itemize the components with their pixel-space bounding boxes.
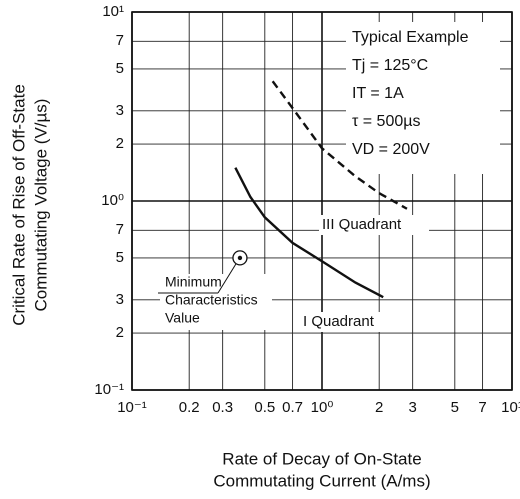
y-axis-label: Commutating Voltage (V/µs) — [31, 99, 50, 312]
x-tick-label: 0.5 — [254, 399, 275, 416]
y-axis-label: Critical Rate of Rise of Off-State — [9, 84, 28, 326]
series-line — [271, 80, 408, 210]
x-tick-label: 10¹ — [501, 399, 520, 416]
y-tick-label: 3 — [116, 291, 124, 308]
y-tick-label: 10⁻¹ — [94, 381, 124, 398]
series-label: III Quadrant — [322, 216, 402, 233]
x-tick-label: 7 — [478, 399, 486, 416]
annotation: IT = 1A — [352, 85, 404, 102]
label-bg — [319, 215, 429, 235]
x-axis-label: Rate of Decay of On-State — [222, 449, 421, 468]
series-label: I Quadrant — [303, 313, 375, 330]
marker-dot — [237, 255, 243, 261]
y-tick-label: 7 — [116, 32, 124, 49]
y-tick-label: 2 — [116, 324, 124, 341]
annotation-box — [346, 22, 500, 174]
y-tick-label: 7 — [116, 221, 124, 238]
marker-label: Minimum — [165, 274, 222, 290]
x-tick-label: 3 — [408, 399, 416, 416]
plot-frame — [131, 11, 513, 391]
leader — [217, 263, 237, 294]
annotation: VD = 200V — [352, 141, 430, 158]
annotation: τ = 500µs — [352, 113, 420, 130]
series-line — [234, 167, 384, 299]
y-tick-label: 2 — [116, 135, 124, 152]
x-axis-label: Commutating Current (A/ms) — [213, 471, 430, 490]
label-bg — [300, 312, 410, 332]
y-tick-label: 5 — [116, 249, 124, 266]
annotation: Typical Example — [352, 29, 469, 46]
y-tick-label: 3 — [116, 102, 124, 119]
y-tick-label: 10⁰ — [101, 192, 124, 209]
x-tick-label: 0.7 — [282, 399, 303, 416]
x-tick-label: 5 — [451, 399, 459, 416]
y-tick-label: 5 — [116, 60, 124, 77]
marker-label: Value — [165, 310, 200, 326]
x-tick-label: 0.3 — [212, 399, 233, 416]
x-tick-label: 10⁻¹ — [117, 399, 147, 416]
label-bg — [160, 274, 272, 330]
y-tick-label: 10¹ — [102, 3, 124, 20]
x-tick-label: 10⁰ — [311, 399, 334, 416]
annotation: Tj = 125°C — [352, 57, 428, 74]
marker-label: Characteristics — [165, 292, 258, 308]
x-tick-label: 2 — [375, 399, 383, 416]
x-tick-label: 0.2 — [179, 399, 200, 416]
